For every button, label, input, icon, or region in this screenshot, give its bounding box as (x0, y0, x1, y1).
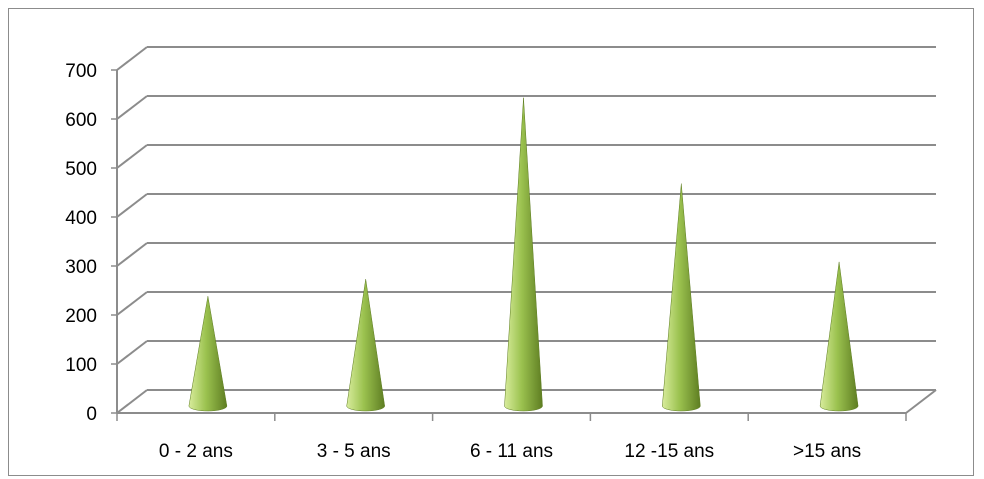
y-tick-label: 600 (65, 110, 97, 131)
cone-body (504, 97, 543, 412)
cone-body (346, 279, 385, 412)
y-tick-label: 400 (65, 208, 97, 229)
cone-bar (188, 296, 228, 412)
gridline-depth (116, 95, 148, 120)
x-tick-label: >15 ans (793, 441, 861, 462)
gridline-depth (116, 144, 148, 169)
grid-layer (111, 46, 937, 421)
y-tick-label: 300 (65, 257, 97, 278)
floor-right-edge (905, 389, 937, 414)
cone-body (188, 296, 228, 412)
y-tick-label: 0 (86, 404, 97, 425)
cone-body (662, 183, 701, 412)
y-tick-label: 500 (65, 159, 97, 180)
cone-bar (504, 97, 543, 412)
cone-body (819, 261, 859, 412)
gridline-depth (116, 340, 148, 365)
y-tick-label: 700 (65, 61, 97, 82)
x-tick-label: 0 - 2 ans (159, 441, 233, 462)
y-axis-ticks: 0 100 200 300 400 500 600 700 (65, 61, 97, 425)
gridline-depth (116, 193, 148, 218)
gridline-depth (116, 46, 148, 71)
gridline-depth (116, 389, 148, 414)
cone-bar (346, 279, 385, 412)
y-tick-label: 100 (65, 355, 97, 376)
y-tick-label: 200 (65, 306, 97, 327)
x-tick-label: 6 - 11 ans (470, 441, 553, 462)
gridline-depth (116, 291, 148, 316)
x-axis-ticks: 0 - 2 ans 3 - 5 ans 6 - 11 ans 12 -15 ans >1… (159, 441, 861, 462)
gridline-depth (116, 242, 148, 267)
x-tick-label: 12 -15 ans (624, 441, 714, 462)
cone-bar (662, 183, 701, 412)
cone-layer (188, 97, 859, 412)
cone-bar (819, 261, 859, 412)
x-tick-label: 3 - 5 ans (317, 441, 391, 462)
